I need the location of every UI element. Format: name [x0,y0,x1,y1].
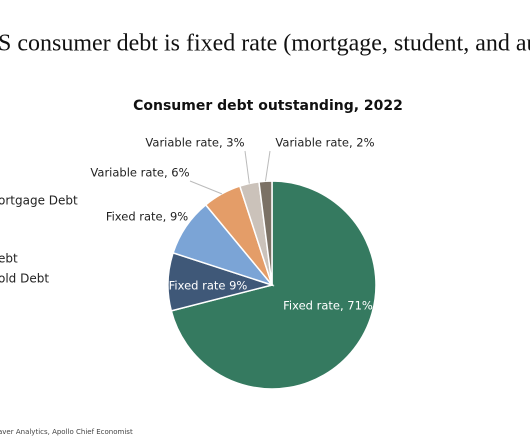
data-label: Fixed rate, 71% [283,299,373,313]
leader-line [244,150,250,184]
legend-text: ortgage Debt [0,194,78,208]
data-label: Fixed rate, 9% [106,210,188,224]
leader-line [189,180,223,195]
legend-text: ebt [0,252,18,266]
slide-heading: S consumer debt is fixed rate (mortgage,… [0,31,530,57]
data-label: Fixed rate 9% [169,279,248,293]
chart-title: Consumer debt outstanding, 2022 [133,98,403,114]
data-label: Variable rate, 3% [145,136,244,150]
data-label: Variable rate, 2% [275,136,374,150]
data-label: Variable rate, 6% [90,166,189,180]
legend-text: old Debt [0,272,49,286]
source-note: aver Analytics, Apollo Chief Economist [0,428,133,436]
leader-line [264,150,271,182]
